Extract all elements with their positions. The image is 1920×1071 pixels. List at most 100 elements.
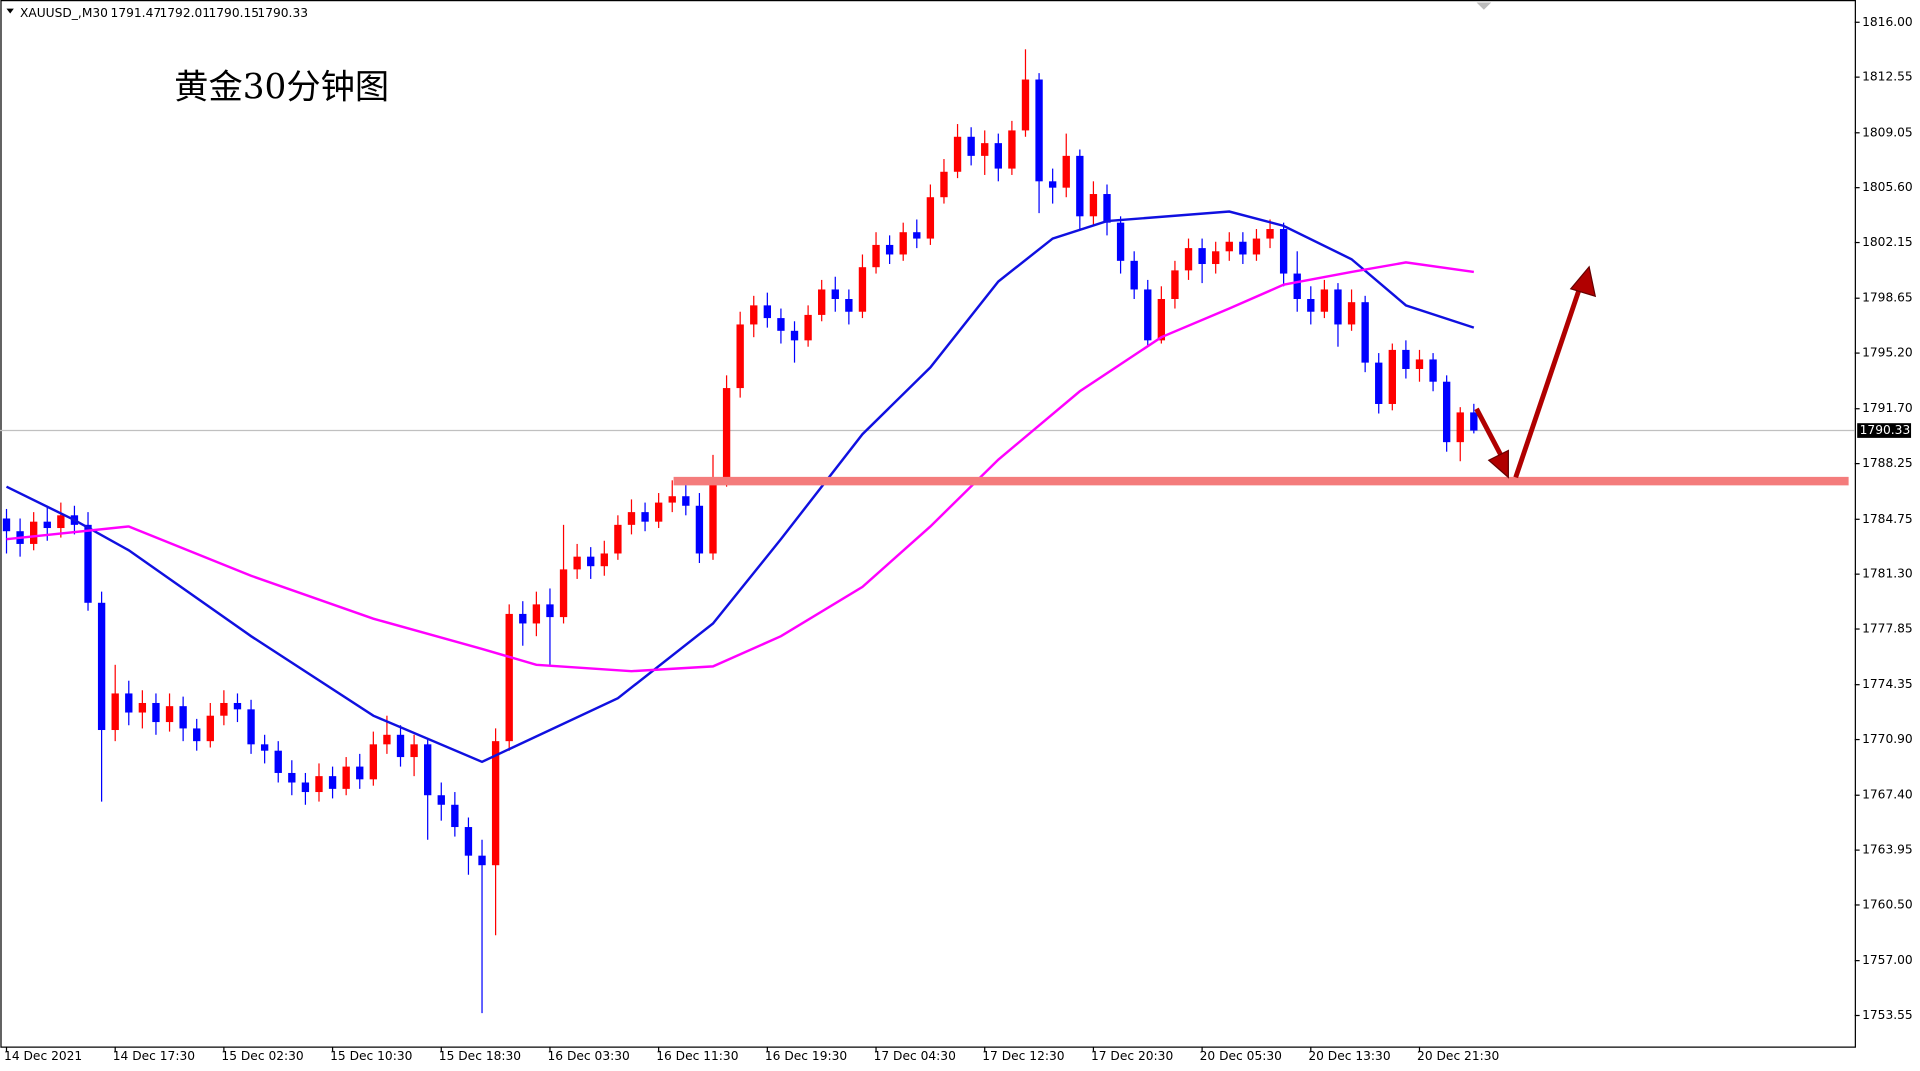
candle-body xyxy=(220,702,228,716)
candle-body xyxy=(845,299,853,312)
candle-body xyxy=(1130,260,1138,290)
candle-body xyxy=(695,505,704,554)
candle-body xyxy=(30,521,38,544)
x-tick-label: 14 Dec 17:30 xyxy=(113,1049,195,1063)
x-tick-label: 15 Dec 18:30 xyxy=(439,1049,521,1063)
y-tick-label: 1784.75 xyxy=(1862,512,1913,526)
x-tick-label: 20 Dec 21:30 xyxy=(1417,1049,1499,1063)
y-tick-label: 1788.25 xyxy=(1862,456,1913,470)
candle-body xyxy=(777,318,785,331)
candle-body xyxy=(1212,251,1220,265)
arrows xyxy=(1474,265,1597,479)
candle-body xyxy=(356,766,364,780)
candle-body xyxy=(1442,381,1451,443)
candle-body xyxy=(858,267,867,312)
candle-body xyxy=(152,702,160,723)
x-tick-label: 17 Dec 12:30 xyxy=(982,1049,1064,1063)
y-tick-label: 1781.30 xyxy=(1862,567,1913,581)
candle-body xyxy=(1021,79,1030,131)
candle-body xyxy=(1347,302,1356,325)
candle-body xyxy=(790,330,799,341)
candle-body xyxy=(410,744,418,758)
header-value: 1791.47 xyxy=(111,6,162,20)
candle-body xyxy=(125,693,133,713)
y-tick-label: 1777.85 xyxy=(1862,622,1913,636)
y-tick-label: 1763.95 xyxy=(1862,843,1913,857)
candle-body xyxy=(342,766,350,789)
candle-body xyxy=(1171,270,1179,300)
candle-body xyxy=(288,772,296,783)
candle-body xyxy=(274,750,282,773)
x-tick-label: 20 Dec 05:30 xyxy=(1200,1049,1282,1063)
plot-frame xyxy=(0,0,1856,1048)
candle-body xyxy=(804,314,812,341)
y-tick-label: 1760.50 xyxy=(1862,897,1913,911)
candle-body xyxy=(1184,248,1193,271)
candle-body xyxy=(926,197,935,239)
symbol-label: XAUUSD_,M30 xyxy=(20,6,108,20)
price-tag-label: 1790.33 xyxy=(1860,423,1911,437)
candle-body xyxy=(682,496,690,506)
candle-body xyxy=(532,604,541,624)
candle-body xyxy=(1470,412,1478,431)
candle-body xyxy=(559,569,568,618)
header-value: 1790.15 xyxy=(208,6,259,20)
y-tick-label: 1798.65 xyxy=(1862,291,1913,305)
candle-body xyxy=(328,776,337,789)
candle-body xyxy=(573,556,581,570)
candle-body xyxy=(84,524,92,603)
candle-body xyxy=(165,706,174,723)
candle-body xyxy=(641,512,649,522)
candle-body xyxy=(491,741,500,866)
candle-body xyxy=(519,613,527,624)
candle-body xyxy=(424,744,432,796)
candle-body xyxy=(437,795,445,805)
annotation: 黄金30分钟图 xyxy=(174,67,389,107)
candle-body xyxy=(763,305,772,319)
candle-body xyxy=(1279,229,1288,274)
candle-body xyxy=(940,171,948,198)
candle-body xyxy=(505,613,513,742)
candle-body xyxy=(1035,79,1043,182)
moving-average xyxy=(6,261,1475,673)
candle-body xyxy=(1116,222,1125,261)
candle-body xyxy=(1429,359,1437,382)
candle-body xyxy=(1225,241,1233,252)
candle-body xyxy=(193,728,201,742)
candle-body xyxy=(396,734,405,758)
y-tick-label: 1802.15 xyxy=(1862,235,1913,249)
x-tick-label: 14 Dec 2021 xyxy=(4,1049,82,1063)
candle-body xyxy=(138,702,147,713)
candle-body xyxy=(451,804,459,828)
candle-body xyxy=(1266,229,1274,239)
x-tick-label: 20 Dec 13:30 xyxy=(1308,1049,1390,1063)
candle-body xyxy=(1198,248,1206,265)
candle-body xyxy=(1089,194,1098,217)
marks xyxy=(0,49,1855,1014)
candle-body xyxy=(1361,302,1369,363)
candle-body xyxy=(872,244,880,268)
candle-body xyxy=(179,706,187,729)
candle-body xyxy=(1144,289,1152,341)
y-tick-label: 1791.70 xyxy=(1862,401,1913,415)
candle-body xyxy=(831,289,839,300)
candle-body xyxy=(818,289,826,315)
candle-body xyxy=(1415,359,1424,369)
candle-body xyxy=(1252,238,1261,255)
y-tick-label: 1809.05 xyxy=(1862,125,1913,139)
y-tick-label: 1805.60 xyxy=(1862,180,1913,194)
candle-body xyxy=(301,782,310,793)
header-value: 1792.01 xyxy=(160,6,211,20)
candle-body xyxy=(57,515,65,529)
candle-body xyxy=(1008,130,1016,169)
candle-body xyxy=(111,693,119,731)
candle-body xyxy=(736,324,744,389)
candle-body xyxy=(627,512,636,525)
y-tick-label: 1816.00 xyxy=(1862,15,1913,29)
candle-body xyxy=(315,776,323,793)
x-tick-label: 16 Dec 03:30 xyxy=(548,1049,630,1063)
candle-body xyxy=(899,232,907,255)
candle-body xyxy=(233,702,242,710)
candle-body xyxy=(709,480,717,554)
